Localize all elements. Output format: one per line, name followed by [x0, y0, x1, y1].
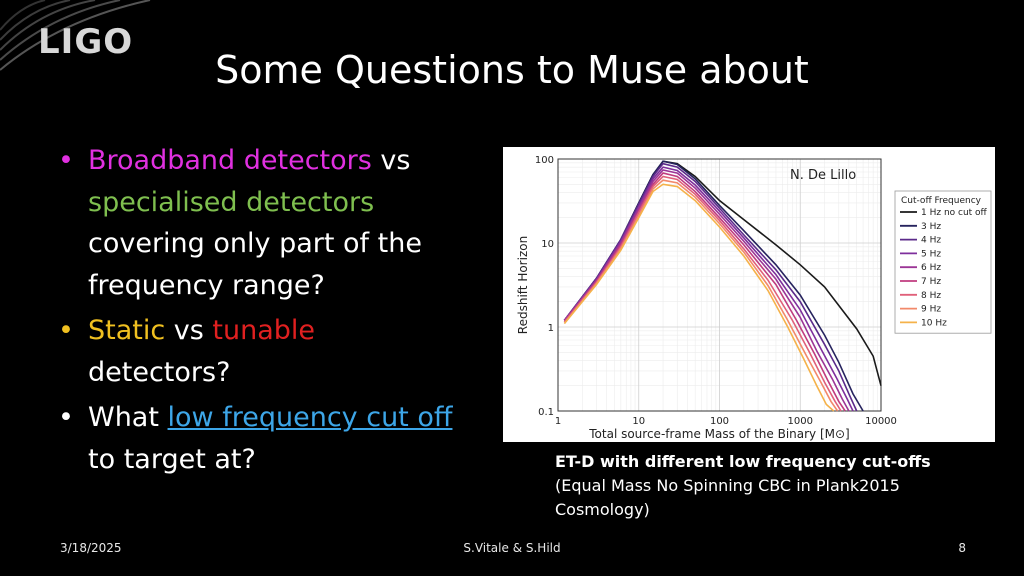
x-axis-label: Total source-frame Mass of the Binary [M… [588, 427, 849, 441]
y-tick-label: 10 [541, 239, 554, 250]
chart-caption: ET-D with different low frequency cut-of… [555, 450, 975, 522]
bullet-dot: • [58, 402, 74, 433]
bullet-text: What [88, 402, 168, 433]
y-tick-label: 0.1 [538, 407, 554, 418]
plot-frame [557, 158, 882, 412]
vs-text: vs [371, 145, 411, 176]
series-line [563, 169, 850, 412]
legend-label: 4 Hz [921, 236, 941, 246]
specialised-text: specialised detectors [88, 186, 375, 218]
bullet-rest: detectors? [88, 356, 231, 388]
legend-title: Cut-off Frequency [901, 196, 982, 206]
bullet-item: • Broadband detectors vs specialised det… [58, 140, 458, 306]
x-tick-label: 1000 [788, 416, 813, 427]
footer-date: 3/18/2025 [60, 541, 122, 555]
slide-title: Some Questions to Muse about [215, 48, 809, 92]
legend-label: 1 Hz no cut off [921, 208, 988, 218]
bullet-item: • What low frequency cut off to target a… [58, 397, 458, 480]
vs-text: vs [165, 315, 213, 346]
low-frequency-link[interactable]: low frequency cut off [167, 402, 453, 433]
broadband-text: Broadband detectors [88, 145, 372, 176]
bullet-dot: • [58, 315, 74, 346]
series-line [563, 172, 846, 412]
page-number: 8 [958, 541, 966, 555]
bullet-rest: to target at? [88, 443, 256, 475]
bullet-list: • Broadband detectors vs specialised det… [58, 140, 458, 484]
legend-label: 3 Hz [921, 222, 941, 232]
footer-authors: S.Vitale & S.Hild [463, 541, 561, 555]
series-line [563, 183, 835, 412]
y-tick-label: 100 [535, 155, 554, 166]
legend-label: 6 Hz [921, 263, 941, 273]
ligo-logo-arcs [0, 0, 151, 71]
caption-rest: (Equal Mass No Spinning CBC in Plank2015… [555, 476, 900, 519]
legend-label: 7 Hz [921, 277, 941, 287]
bullet-item: • Static vs tunable detectors? [58, 310, 458, 393]
series-line [563, 162, 858, 412]
tunable-text: tunable [212, 315, 316, 346]
x-tick-label: 100 [710, 416, 729, 427]
static-text: Static [88, 315, 166, 346]
y-tick-label: 1 [548, 323, 554, 334]
series-line [563, 175, 842, 412]
chart-annotation: N. De Lillo [790, 168, 856, 183]
chart-panel: 1 10 100 1000 10000 0.1 1 10 100 Total source-fra… [503, 147, 995, 442]
legend-label: 8 Hz [921, 291, 941, 301]
legend-label: 5 Hz [921, 249, 941, 259]
bullet-rest: covering only part of the frequency rang… [88, 228, 422, 301]
caption-bold: ET-D with different low frequency cut-of… [555, 452, 931, 471]
x-tick-label: 10 [632, 416, 645, 427]
x-tick-label: 1 [555, 416, 561, 427]
series-line [563, 160, 864, 412]
ligo-logo: LIGO [38, 22, 134, 62]
legend-label: 9 Hz [921, 305, 941, 315]
x-tick-label: 10000 [865, 416, 897, 427]
bullet-dot: • [58, 145, 74, 176]
legend-label: 10 Hz [921, 318, 947, 328]
series-line [563, 179, 839, 412]
y-axis-label: Redshift Horizon [516, 236, 530, 334]
